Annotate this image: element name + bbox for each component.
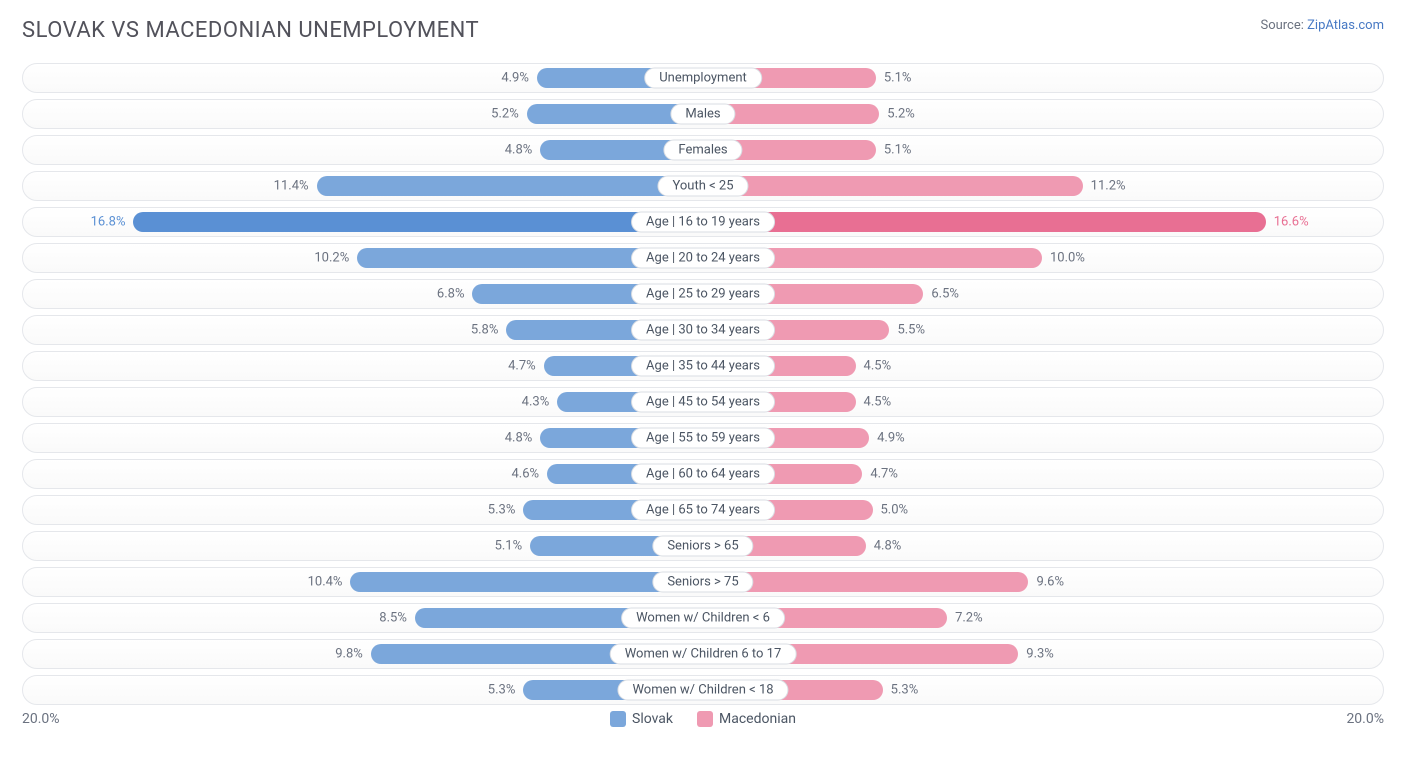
value-slovak: 4.6%	[512, 467, 540, 482]
chart-title: SLOVAK VS MACEDONIAN UNEMPLOYMENT	[22, 18, 479, 43]
legend-item-macedonian: Macedonian	[697, 711, 796, 727]
value-macedonian: 10.0%	[1050, 251, 1085, 266]
value-macedonian: 4.8%	[874, 539, 902, 554]
value-macedonian: 5.1%	[884, 143, 912, 158]
category-label: Age | 16 to 19 years	[631, 212, 775, 233]
value-slovak: 11.4%	[274, 179, 309, 194]
value-macedonian: 6.5%	[931, 287, 959, 302]
category-label: Age | 65 to 74 years	[631, 500, 775, 521]
category-label: Age | 25 to 29 years	[631, 284, 775, 305]
bar-slovak	[350, 572, 703, 592]
bar-slovak	[317, 176, 703, 196]
chart-row: 6.8% 6.5% Age | 25 to 29 years	[22, 279, 1384, 309]
value-slovak: 5.8%	[471, 323, 499, 338]
legend-item-slovak: Slovak	[610, 711, 673, 727]
source-link[interactable]: ZipAtlas.com	[1307, 18, 1384, 33]
category-label: Males	[670, 104, 735, 125]
chart-row: 5.8% 5.5% Age | 30 to 34 years	[22, 315, 1384, 345]
chart-row: 4.9% 5.1% Unemployment	[22, 63, 1384, 93]
category-label: Women w/ Children < 6	[621, 608, 785, 629]
value-macedonian: 4.5%	[864, 395, 892, 410]
value-slovak: 9.8%	[335, 647, 363, 662]
category-label: Age | 30 to 34 years	[631, 320, 775, 341]
value-macedonian: 5.0%	[881, 503, 909, 518]
category-label: Age | 60 to 64 years	[631, 464, 775, 485]
chart-row: 4.8% 4.9% Age | 55 to 59 years	[22, 423, 1384, 453]
value-slovak: 5.3%	[488, 683, 516, 698]
source-attribution: Source: ZipAtlas.com	[1260, 18, 1384, 33]
chart-row: 16.8% 16.6% Age | 16 to 19 years	[22, 207, 1384, 237]
source-prefix: Source:	[1260, 18, 1307, 33]
value-macedonian: 5.5%	[897, 323, 925, 338]
value-slovak: 5.3%	[488, 503, 516, 518]
chart-row: 11.4% 11.2% Youth < 25	[22, 171, 1384, 201]
value-slovak: 5.2%	[491, 107, 519, 122]
legend-label-macedonian: Macedonian	[719, 711, 796, 727]
category-label: Women w/ Children < 18	[617, 680, 788, 701]
chart-row: 10.4% 9.6% Seniors > 75	[22, 567, 1384, 597]
value-macedonian: 4.9%	[877, 431, 905, 446]
value-macedonian: 16.6%	[1274, 215, 1309, 230]
category-label: Females	[663, 140, 742, 161]
value-slovak: 4.3%	[522, 395, 550, 410]
value-slovak: 4.8%	[505, 143, 533, 158]
value-macedonian: 9.3%	[1026, 647, 1054, 662]
value-slovak: 4.8%	[505, 431, 533, 446]
bar-macedonian	[703, 212, 1266, 232]
value-macedonian: 7.2%	[955, 611, 983, 626]
bar-slovak	[133, 212, 703, 232]
value-slovak: 16.8%	[91, 215, 126, 230]
chart-row: 8.5% 7.2% Women w/ Children < 6	[22, 603, 1384, 633]
chart-row: 4.6% 4.7% Age | 60 to 64 years	[22, 459, 1384, 489]
axis-max-left: 20.0%	[22, 711, 60, 727]
value-macedonian: 9.6%	[1036, 575, 1064, 590]
chart-row: 4.7% 4.5% Age | 35 to 44 years	[22, 351, 1384, 381]
category-label: Age | 35 to 44 years	[631, 356, 775, 377]
legend: Slovak Macedonian	[60, 711, 1347, 727]
chart-row: 4.8% 5.1% Females	[22, 135, 1384, 165]
chart-row: 5.3% 5.3% Women w/ Children < 18	[22, 675, 1384, 705]
value-slovak: 4.9%	[501, 71, 529, 86]
chart-row: 4.3% 4.5% Age | 45 to 54 years	[22, 387, 1384, 417]
axis-max-right: 20.0%	[1346, 711, 1384, 727]
value-macedonian: 5.2%	[887, 107, 915, 122]
chart-row: 5.2% 5.2% Males	[22, 99, 1384, 129]
chart-row: 10.2% 10.0% Age | 20 to 24 years	[22, 243, 1384, 273]
value-slovak: 10.4%	[308, 575, 343, 590]
category-label: Age | 55 to 59 years	[631, 428, 775, 449]
category-label: Women w/ Children 6 to 17	[610, 644, 797, 665]
category-label: Age | 45 to 54 years	[631, 392, 775, 413]
value-slovak: 5.1%	[495, 539, 523, 554]
category-label: Unemployment	[644, 68, 762, 89]
value-macedonian: 11.2%	[1091, 179, 1126, 194]
value-slovak: 4.7%	[508, 359, 536, 374]
category-label: Youth < 25	[657, 176, 748, 197]
value-macedonian: 5.1%	[884, 71, 912, 86]
category-label: Age | 20 to 24 years	[631, 248, 775, 269]
legend-label-slovak: Slovak	[632, 711, 673, 727]
value-slovak: 8.5%	[379, 611, 407, 626]
value-macedonian: 5.3%	[891, 683, 919, 698]
value-slovak: 10.2%	[314, 251, 349, 266]
chart-row: 5.3% 5.0% Age | 65 to 74 years	[22, 495, 1384, 525]
diverging-bar-chart: 4.9%5.1%Unemployment5.2%5.2%Males4.8%5.1…	[22, 63, 1384, 705]
legend-swatch-macedonian	[697, 711, 713, 727]
category-label: Seniors > 65	[652, 536, 753, 557]
bar-macedonian	[703, 176, 1083, 196]
value-macedonian: 4.7%	[870, 467, 898, 482]
legend-swatch-slovak	[610, 711, 626, 727]
value-slovak: 6.8%	[437, 287, 465, 302]
value-macedonian: 4.5%	[864, 359, 892, 374]
category-label: Seniors > 75	[652, 572, 753, 593]
chart-row: 9.8% 9.3% Women w/ Children 6 to 17	[22, 639, 1384, 669]
chart-row: 5.1% 4.8% Seniors > 65	[22, 531, 1384, 561]
